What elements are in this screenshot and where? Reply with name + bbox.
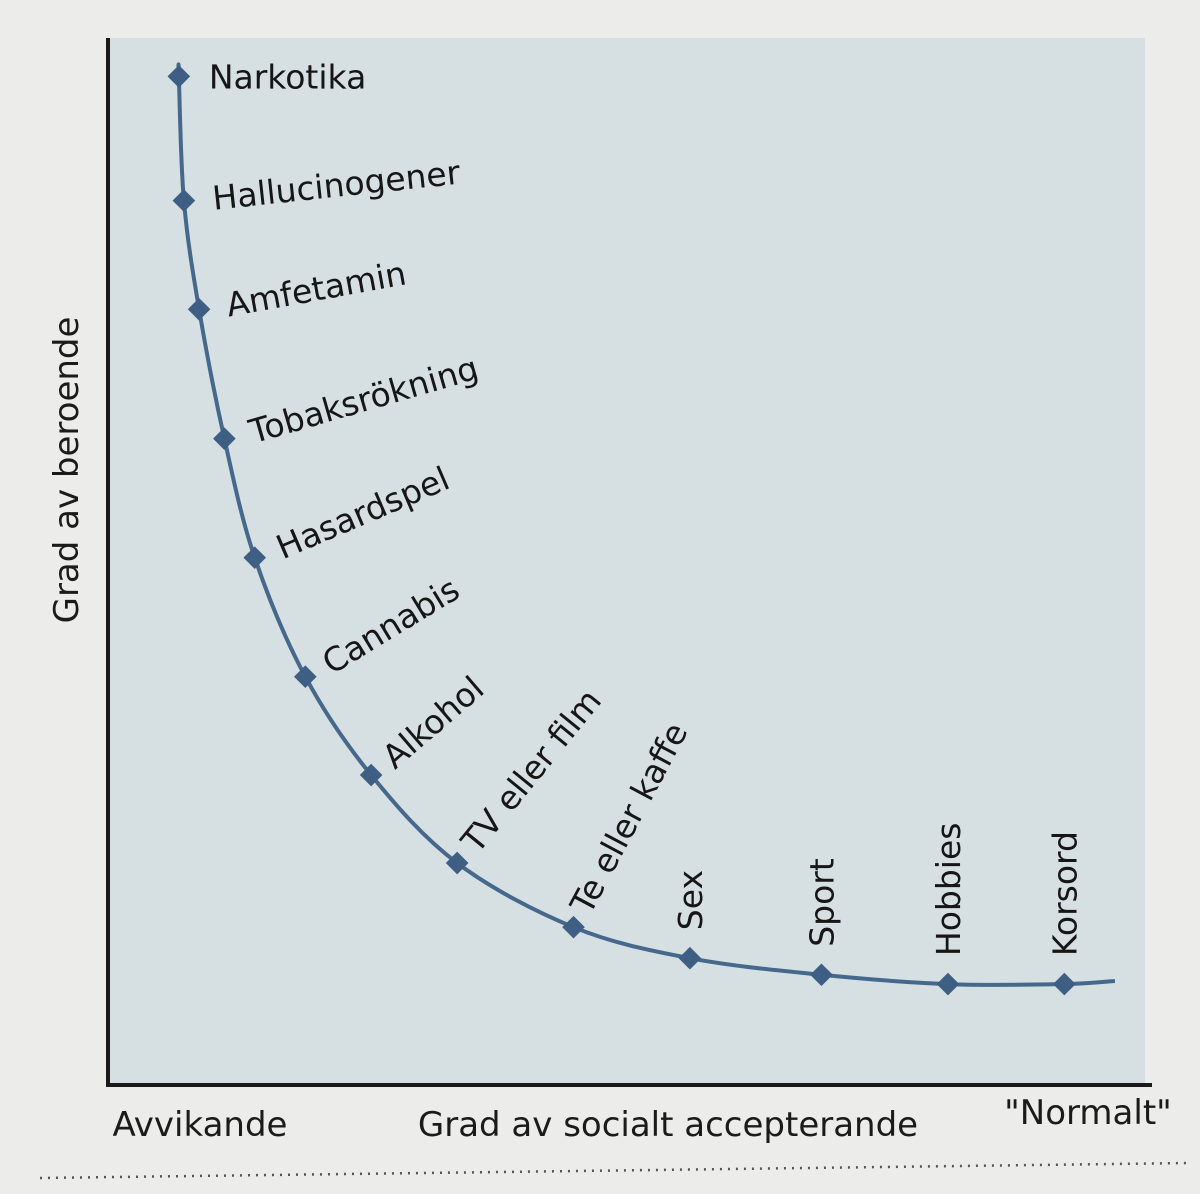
page-divider <box>39 1161 1191 1180</box>
marker-sport <box>810 963 833 987</box>
marker-narkotika <box>167 65 191 88</box>
label-narkotika: Narkotika <box>209 57 366 96</box>
marker-alkohol <box>359 763 383 787</box>
x-axis-label: Grad av socialt accepterande <box>418 1105 918 1145</box>
marker-cannabis <box>294 665 317 689</box>
label-korsord: Korsord <box>1045 831 1084 956</box>
marker-korsord <box>1053 972 1076 996</box>
label-sex: Sex <box>671 870 710 930</box>
y-axis-label: Grad av beroende <box>47 317 87 624</box>
marker-sex <box>678 946 702 970</box>
x-left-label: Avvikande <box>113 1105 288 1145</box>
plot-panel <box>110 38 1145 1086</box>
marker-tv-eller-film <box>445 851 469 875</box>
marker-hobbies <box>936 972 960 996</box>
label-sport: Sport <box>802 858 841 947</box>
marker-te-eller-kaffe <box>562 915 585 939</box>
label-hobbies: Hobbies <box>929 823 968 957</box>
x-right-label: "Normalt" <box>1004 1093 1172 1133</box>
